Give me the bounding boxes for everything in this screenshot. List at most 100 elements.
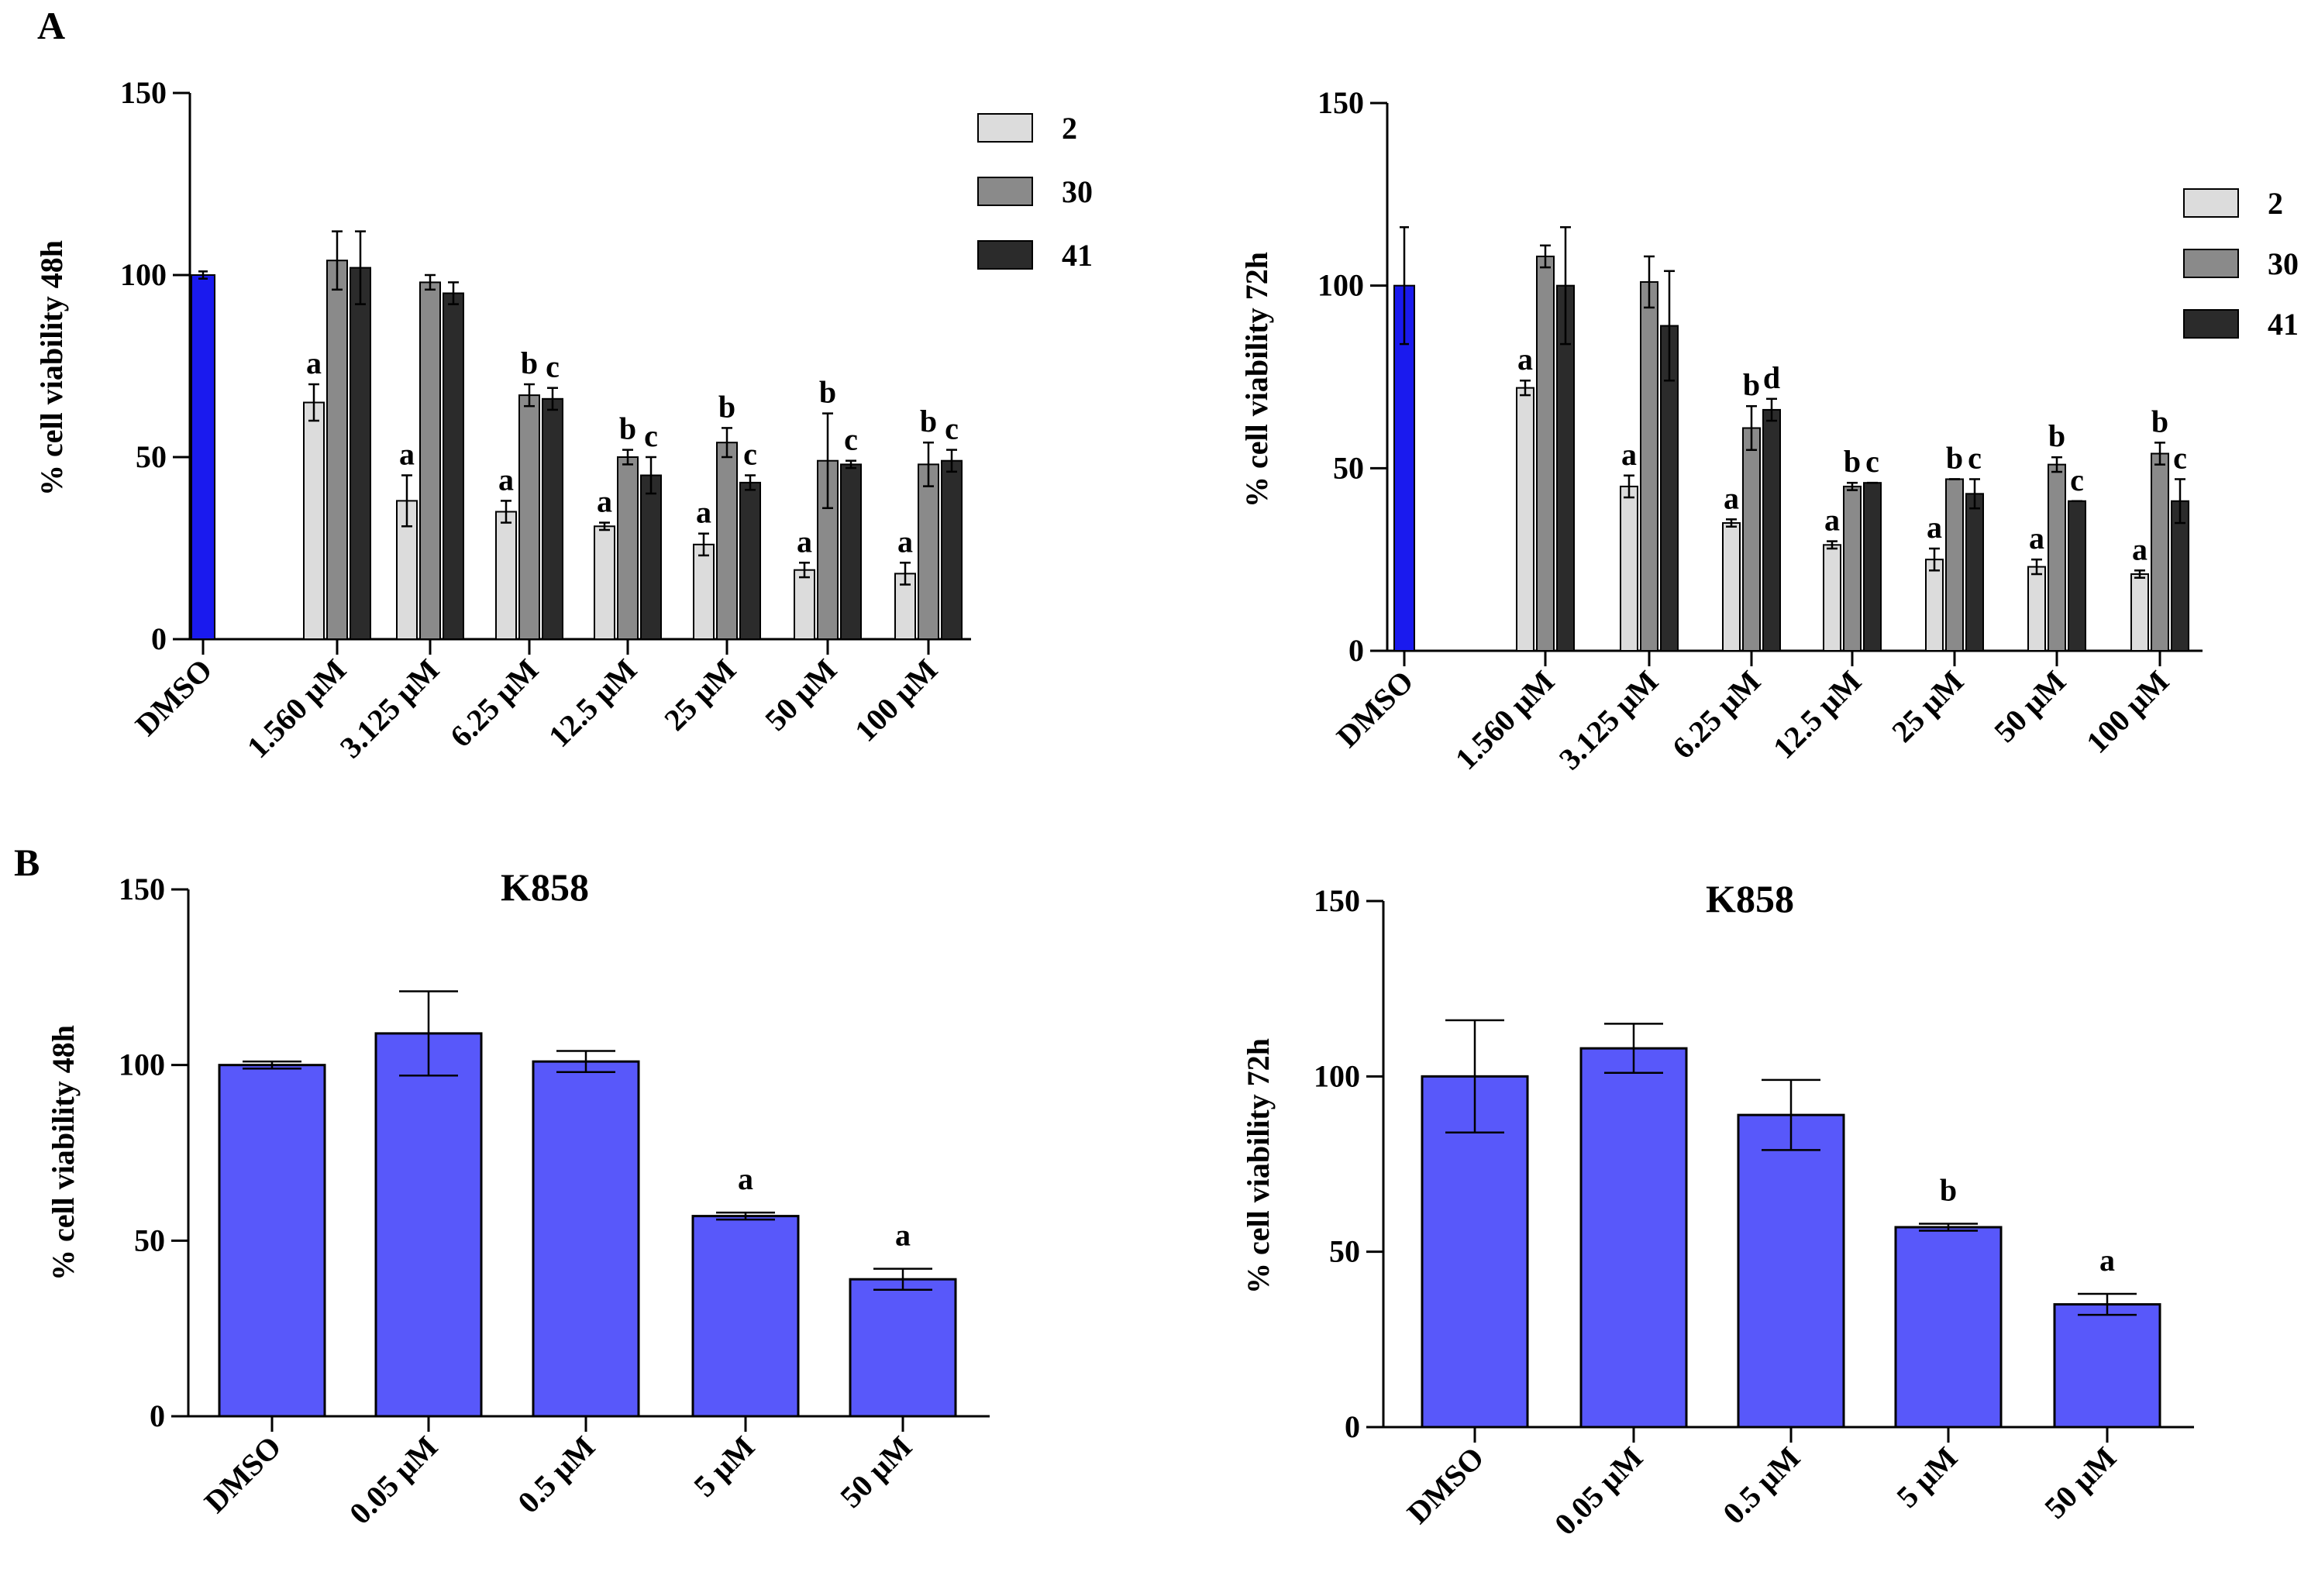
bar-series-2 (303, 401, 325, 640)
legend-swatch-41 (977, 240, 1033, 270)
x-tick-label: 6.25 µM (1665, 664, 1767, 765)
x-tick-label: 6.25 µM (443, 652, 545, 754)
significance-label: b (1743, 367, 1760, 402)
y-axis-label: % cell viability 48h (46, 1025, 81, 1281)
x-tick-label: 100 µM (2079, 664, 2175, 760)
bar-series-30 (326, 260, 348, 640)
y-tick-label: 0 (1348, 633, 1364, 668)
x-tick-label: 5 µM (687, 1429, 761, 1504)
bar-series-2 (693, 543, 715, 640)
legend-swatch-30 (977, 177, 1033, 206)
chart-72h-k858: 0 50 100 150 % cell viability 72h K858 DMSO 0.0… (1241, 877, 2194, 1542)
bar-series-41 (840, 463, 862, 641)
x-tick-label: 12.5 µM (1766, 664, 1868, 765)
chart-48h-k858: 0 50 100 150 % cell viability 48h K858 DMSO 0.0… (46, 865, 990, 1531)
bar (1894, 1226, 2003, 1429)
y-tick-label: 150 (120, 75, 167, 110)
chart-48h-compounds: 0 50 100 150 % cell viability 48h DMSO 1.560 µ… (34, 75, 1093, 765)
bar-series-2 (1620, 485, 1638, 652)
bar-series-2 (2130, 573, 2149, 652)
significance-label: c (844, 422, 858, 457)
legend-swatch-30 (2183, 249, 2239, 278)
significance-label: b (920, 404, 937, 439)
y-tick-label: 100 (120, 257, 167, 292)
panel-label-b: B (14, 841, 40, 884)
bar-series-30 (419, 281, 441, 640)
x-tick-label: 12.5 µM (542, 652, 643, 754)
bar-series-30 (918, 463, 939, 641)
significance-label: c (945, 411, 959, 446)
bar-series-41 (542, 397, 563, 640)
bar-series-2 (495, 511, 517, 640)
y-tick-label: 50 (1329, 1234, 1360, 1269)
bar (2053, 1303, 2161, 1429)
significance-label: a (1517, 342, 1533, 377)
bar (374, 1032, 483, 1418)
significance-label: b (1946, 440, 1963, 475)
significance-label: a (696, 495, 711, 530)
significance-label: b (1940, 1172, 1957, 1207)
x-tick-label: DMSO (198, 1429, 288, 1520)
x-tick-label: DMSO (129, 652, 219, 743)
bar-series-2 (1722, 522, 1741, 652)
y-axis-label: % cell viability 72h (1241, 1038, 1276, 1294)
significance-label: c (546, 349, 560, 384)
x-tick-label: 0.5 µM (1716, 1440, 1807, 1531)
legend-swatch-2 (977, 113, 1033, 143)
chart-title: K858 (1706, 877, 1794, 920)
bar-series-41 (2068, 500, 2086, 652)
significance-label: a (2132, 531, 2148, 566)
significance-label: c (2070, 463, 2084, 497)
y-tick-label: 50 (136, 439, 167, 474)
legend-swatch-41 (2183, 309, 2239, 339)
x-tick-label: 3.125 µM (333, 652, 446, 765)
y-tick-label: 100 (1317, 268, 1364, 303)
bar-series-41 (1863, 482, 1882, 652)
significance-label: a (399, 437, 415, 472)
legend-label-2: 2 (2268, 186, 2283, 221)
y-axis-label: % cell viability 48h (34, 240, 69, 496)
significance-label: b (718, 389, 735, 424)
significance-label: a (2099, 1243, 2115, 1278)
bar-series-30 (1640, 280, 1658, 652)
x-tick-label: 0.05 µM (343, 1429, 444, 1531)
bar-series-41 (739, 481, 761, 641)
bar-series-30 (1536, 255, 1555, 652)
significance-label: c (2173, 440, 2187, 475)
x-tick-label: 50 µM (758, 652, 843, 738)
legend-label-2: 2 (1062, 111, 1077, 146)
y-tick-label: 0 (150, 1398, 165, 1433)
significance-label: b (819, 375, 836, 410)
bar-series-30 (518, 394, 540, 640)
significance-label: b (2048, 418, 2065, 453)
significance-label: a (1927, 510, 1942, 545)
significance-label: a (1621, 437, 1637, 472)
significance-label: c (1968, 440, 1982, 475)
x-tick-label: 50 µM (2037, 1440, 2123, 1525)
bar (849, 1278, 957, 1418)
significance-label: d (1763, 360, 1780, 395)
bar (218, 1064, 326, 1418)
x-tick-label: DMSO (1330, 664, 1421, 755)
significance-label: c (1865, 444, 1879, 479)
legend-swatch-2 (2183, 188, 2239, 218)
legend-label-30: 30 (1062, 174, 1093, 209)
panel-label-a: A (37, 4, 65, 47)
significance-label: a (738, 1161, 753, 1196)
y-axis-label: % cell viability 72h (1239, 252, 1274, 507)
x-tick-label: 50 µM (1987, 664, 2072, 749)
y-tick-label: 50 (1333, 450, 1364, 485)
significance-label: b (1844, 444, 1861, 479)
x-tick-label: 0.05 µM (1548, 1440, 1649, 1542)
significance-label: a (306, 346, 322, 380)
bar (532, 1060, 640, 1418)
x-tick-label: 25 µM (1885, 664, 1970, 749)
chart-72h-compounds: 0 50 100 150 % cell viability 72h DMSO 1.560 µ… (1239, 85, 2299, 776)
bar-series-30 (716, 442, 738, 641)
significance-label: a (498, 462, 514, 497)
x-tick-label: DMSO (1400, 1440, 1491, 1531)
y-tick-label: 100 (1314, 1058, 1360, 1093)
bar (1737, 1113, 1845, 1429)
bar-series-41 (350, 267, 371, 640)
bar-series-30 (2151, 452, 2169, 652)
